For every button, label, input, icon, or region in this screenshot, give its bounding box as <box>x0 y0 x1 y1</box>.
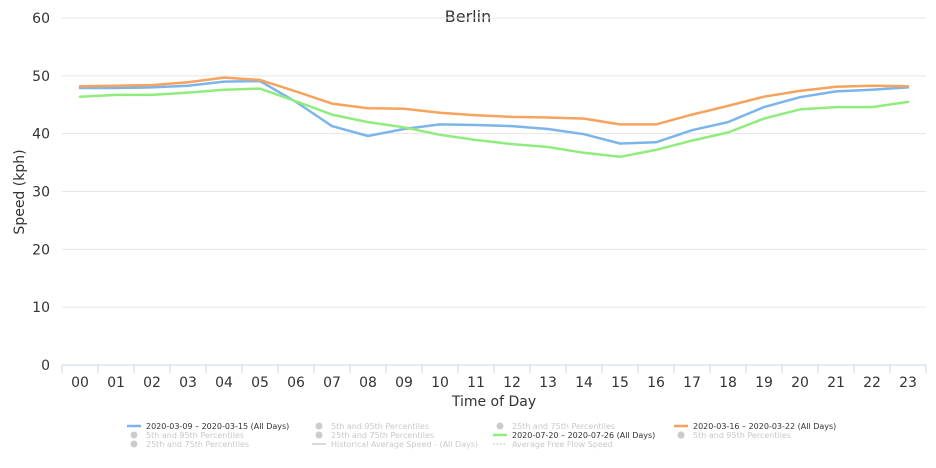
x-tick-label: 14 <box>575 375 593 391</box>
x-tick-label: 18 <box>719 375 737 391</box>
y-tick-label: 10 <box>32 300 50 316</box>
series-line-3[interactable] <box>78 87 910 159</box>
y-tick-label: 30 <box>32 185 50 201</box>
series <box>78 76 910 159</box>
legend-item-label[interactable]: 2020-03-09 – 2020-03-15 (All Days) <box>146 422 289 431</box>
chart-title: Berlin <box>445 7 491 26</box>
x-tick-label: 16 <box>647 375 665 391</box>
x-tick-label: 19 <box>755 375 773 391</box>
x-tick-label: 05 <box>251 375 269 391</box>
legend-item-label[interactable]: 25th and 75th Percentiles <box>146 440 249 449</box>
x-tick-label: 20 <box>791 375 809 391</box>
x-tick-label: 12 <box>503 375 521 391</box>
legend-item-label[interactable]: Historical Average Speed - (All Days) <box>331 440 478 449</box>
legend-dot-swatch <box>130 431 138 439</box>
x-tick-label: 02 <box>143 375 161 391</box>
x-tick-label: 06 <box>287 375 305 391</box>
legend-dot-swatch <box>496 422 504 430</box>
x-tick-label: 21 <box>827 375 845 391</box>
legend: 2020-03-09 – 2020-03-15 (All Days) 5th an… <box>127 422 836 449</box>
legend-item-label[interactable]: 2020-07-20 – 2020-07-26 (All Days) <box>512 431 655 440</box>
legend-item-label[interactable]: 5th and 95th Percentiles <box>146 431 244 440</box>
x-tick-label: 17 <box>683 375 701 391</box>
legend-item-label[interactable]: 25th and 75th Percentiles <box>512 422 615 431</box>
legend-item-label[interactable]: 5th and 95th Percentiles <box>693 431 791 440</box>
x-tick-label: 04 <box>215 375 233 391</box>
x-axis-title: Time of Day <box>451 394 536 410</box>
legend-dot-swatch <box>315 422 323 430</box>
y-axis-ticks: 0 10 20 30 40 50 60 <box>32 11 50 374</box>
x-tick-label: 22 <box>863 375 881 391</box>
x-tick-label: 11 <box>467 375 485 391</box>
y-tick-label: 50 <box>32 69 50 85</box>
x-tick-label: 00 <box>71 375 89 391</box>
x-axis-ticks: 00 01 02 03 04 05 06 07 08 09 10 11 12 13 14 15 16 17 18 19… <box>61 365 927 391</box>
legend-dot-swatch <box>130 440 138 448</box>
series-line-2[interactable] <box>78 76 910 126</box>
x-tick-label: 07 <box>323 375 341 391</box>
x-tick-label: 23 <box>899 375 917 391</box>
x-tick-label: 08 <box>359 375 377 391</box>
x-tick-label: 10 <box>431 375 449 391</box>
legend-dot-swatch <box>315 431 323 439</box>
legend-item-label[interactable]: Average Free Flow Speed <box>512 440 613 449</box>
y-tick-label: 40 <box>32 127 50 143</box>
y-tick-label: 20 <box>32 242 50 258</box>
x-tick-label: 15 <box>611 375 629 391</box>
grid <box>62 17 926 308</box>
x-tick-label: 03 <box>179 375 197 391</box>
y-axis-title: Speed (kph) <box>12 149 28 234</box>
series-line-1[interactable] <box>78 79 910 145</box>
x-tick-label: 13 <box>539 375 557 391</box>
legend-item-label[interactable]: 2020-03-16 – 2020-03-22 (All Days) <box>693 422 836 431</box>
x-tick-label: 01 <box>107 375 125 391</box>
y-tick-label: 0 <box>41 358 50 374</box>
x-tick-label: 09 <box>395 375 413 391</box>
legend-dot-swatch <box>677 431 685 439</box>
legend-item-label[interactable]: 5th and 95th Percentiles <box>331 422 429 431</box>
y-tick-label: 60 <box>32 11 50 27</box>
legend-item-label[interactable]: 25th and 75th Percentiles <box>331 431 434 440</box>
